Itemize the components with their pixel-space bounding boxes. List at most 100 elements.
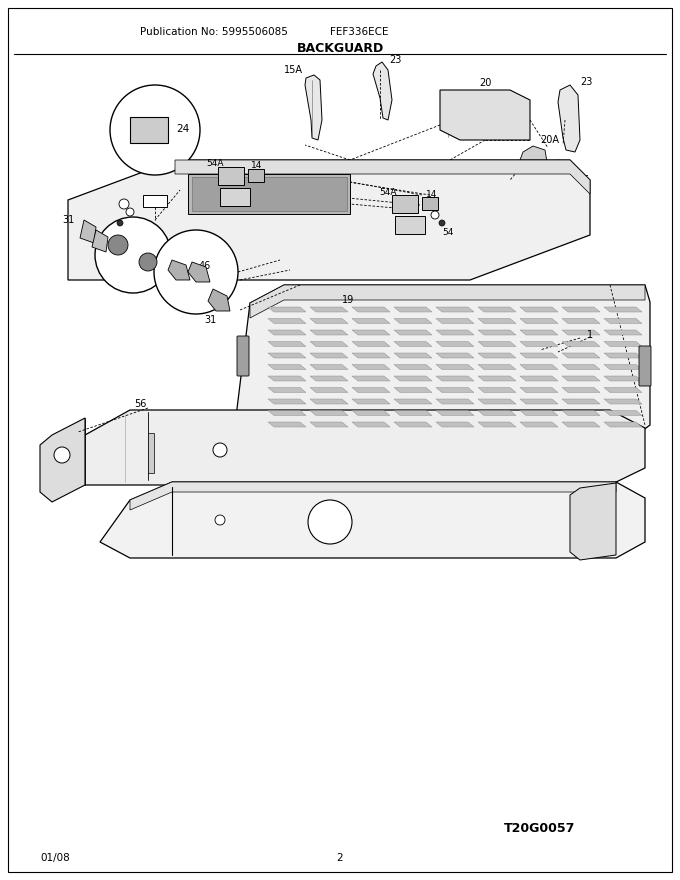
Polygon shape xyxy=(310,364,348,370)
Polygon shape xyxy=(604,399,642,404)
Polygon shape xyxy=(562,410,600,415)
Text: 20A: 20A xyxy=(541,135,560,145)
FancyBboxPatch shape xyxy=(639,346,651,386)
Polygon shape xyxy=(520,341,558,347)
Polygon shape xyxy=(394,319,432,324)
Text: 23: 23 xyxy=(389,55,401,65)
Polygon shape xyxy=(436,376,474,381)
Polygon shape xyxy=(604,319,642,324)
Text: 15A: 15A xyxy=(284,65,303,75)
Polygon shape xyxy=(478,376,516,381)
Polygon shape xyxy=(268,307,306,312)
Circle shape xyxy=(308,500,352,544)
Polygon shape xyxy=(352,399,390,404)
Polygon shape xyxy=(436,364,474,370)
Polygon shape xyxy=(394,364,432,370)
Polygon shape xyxy=(305,75,322,140)
Polygon shape xyxy=(558,85,580,152)
Bar xyxy=(130,117,168,143)
Polygon shape xyxy=(436,319,474,324)
Polygon shape xyxy=(478,364,516,370)
Circle shape xyxy=(54,447,70,463)
Polygon shape xyxy=(520,387,558,392)
Polygon shape xyxy=(310,399,348,404)
Circle shape xyxy=(213,443,227,457)
Polygon shape xyxy=(52,410,645,485)
Polygon shape xyxy=(310,307,348,312)
Polygon shape xyxy=(394,353,432,358)
Polygon shape xyxy=(520,376,558,381)
Text: 15: 15 xyxy=(578,175,590,185)
Polygon shape xyxy=(168,260,190,280)
Polygon shape xyxy=(352,364,390,370)
Circle shape xyxy=(108,235,128,255)
Circle shape xyxy=(154,230,238,314)
Text: 54: 54 xyxy=(442,228,454,237)
Polygon shape xyxy=(352,410,390,415)
Polygon shape xyxy=(604,341,642,347)
Polygon shape xyxy=(352,307,390,312)
Polygon shape xyxy=(562,387,600,392)
Polygon shape xyxy=(604,353,642,358)
Circle shape xyxy=(119,199,129,209)
Polygon shape xyxy=(100,482,645,558)
FancyBboxPatch shape xyxy=(237,336,249,376)
Polygon shape xyxy=(520,330,558,335)
Polygon shape xyxy=(192,177,347,211)
Polygon shape xyxy=(436,330,474,335)
Polygon shape xyxy=(562,376,600,381)
Polygon shape xyxy=(520,399,558,404)
Polygon shape xyxy=(562,330,600,335)
Bar xyxy=(220,188,250,206)
Text: 54A: 54A xyxy=(206,158,224,167)
Polygon shape xyxy=(68,160,590,280)
Polygon shape xyxy=(436,410,474,415)
Polygon shape xyxy=(352,353,390,358)
Polygon shape xyxy=(604,422,642,427)
Polygon shape xyxy=(394,410,432,415)
Polygon shape xyxy=(310,341,348,347)
Polygon shape xyxy=(555,160,578,228)
Polygon shape xyxy=(352,422,390,427)
Polygon shape xyxy=(310,353,348,358)
Text: FEF336ECE: FEF336ECE xyxy=(330,27,388,37)
Text: T20G0057: T20G0057 xyxy=(505,822,576,834)
Text: 2: 2 xyxy=(337,853,343,863)
Polygon shape xyxy=(310,376,348,381)
Text: Publication No: 5995506085: Publication No: 5995506085 xyxy=(140,27,288,37)
Polygon shape xyxy=(478,307,516,312)
Polygon shape xyxy=(268,399,306,404)
Circle shape xyxy=(431,211,439,219)
Polygon shape xyxy=(394,376,432,381)
Polygon shape xyxy=(520,146,548,176)
Polygon shape xyxy=(268,330,306,335)
Text: 46: 46 xyxy=(199,261,211,271)
Polygon shape xyxy=(310,330,348,335)
Polygon shape xyxy=(352,330,390,335)
Polygon shape xyxy=(268,376,306,381)
Polygon shape xyxy=(436,387,474,392)
Polygon shape xyxy=(268,341,306,347)
Text: 24: 24 xyxy=(176,124,190,134)
Polygon shape xyxy=(394,330,432,335)
Circle shape xyxy=(126,208,134,216)
Polygon shape xyxy=(268,410,306,415)
Polygon shape xyxy=(520,353,558,358)
Text: 19: 19 xyxy=(342,295,354,305)
Polygon shape xyxy=(520,410,558,415)
Bar xyxy=(422,197,438,210)
Circle shape xyxy=(439,220,445,226)
Text: 20: 20 xyxy=(479,78,491,88)
Text: 14: 14 xyxy=(426,189,438,199)
Polygon shape xyxy=(478,341,516,347)
Polygon shape xyxy=(570,483,616,560)
Polygon shape xyxy=(440,90,530,140)
Polygon shape xyxy=(268,422,306,427)
Circle shape xyxy=(95,217,171,293)
Polygon shape xyxy=(40,418,85,502)
Text: 56: 56 xyxy=(134,399,146,409)
Text: 01/08: 01/08 xyxy=(40,853,70,863)
Polygon shape xyxy=(268,364,306,370)
Polygon shape xyxy=(478,330,516,335)
Circle shape xyxy=(215,515,225,525)
